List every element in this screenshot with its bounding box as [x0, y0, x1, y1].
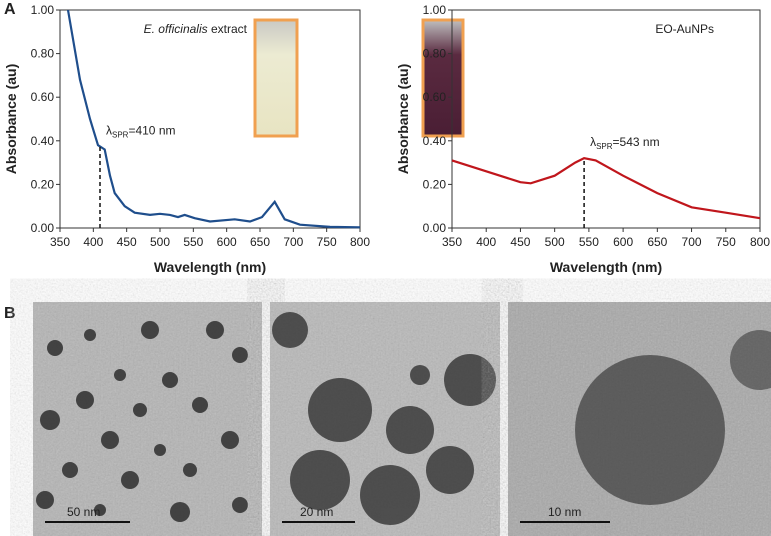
- x-tick-label: 700: [682, 235, 702, 249]
- x-tick-label: 650: [647, 235, 667, 249]
- inset-label: EO-AuNPs: [655, 22, 714, 36]
- x-tick-label: 500: [545, 235, 565, 249]
- inset-label-text: EO-AuNPs: [655, 22, 714, 36]
- x-tick-label: 700: [283, 235, 303, 249]
- tem-image: 20 nm: [270, 302, 500, 536]
- y-tick-label: 0.00: [31, 221, 55, 235]
- y-tick-label: 0.80: [423, 47, 447, 61]
- y-tick-label: 1.00: [423, 3, 447, 17]
- y-tick-label: 0.80: [31, 47, 55, 61]
- scale-bar-label: 10 nm: [548, 505, 581, 519]
- cuvette-photo: [253, 18, 299, 138]
- plot-frame: [59, 9, 361, 229]
- inset-label-text: extract: [208, 22, 248, 36]
- x-tick-label: 350: [442, 235, 462, 249]
- scale-bar-label: 20 nm: [300, 505, 333, 519]
- x-tick-label: 750: [716, 235, 736, 249]
- cuvette-photo: [421, 18, 465, 138]
- panel-label: A: [4, 1, 16, 18]
- annotation-subscript: SPR: [596, 142, 613, 151]
- x-tick-label: 650: [250, 235, 270, 249]
- x-tick-label: 350: [50, 235, 70, 249]
- x-tick-label: 400: [476, 235, 496, 249]
- y-axis-title: Absorbance (au): [395, 64, 411, 174]
- x-tick-label: 600: [217, 235, 237, 249]
- y-tick-label: 0.60: [423, 90, 447, 104]
- x-axis-title: Wavelength (nm): [154, 259, 266, 275]
- x-tick-label: 550: [183, 235, 203, 249]
- x-tick-label: 450: [510, 235, 530, 249]
- data-line: [66, 9, 361, 229]
- plot-frame: [451, 9, 761, 229]
- scale-bar-label: 50 nm: [67, 505, 100, 519]
- annotation-text: =543 nm: [613, 135, 660, 149]
- annotation-text: =410 nm: [128, 123, 175, 137]
- y-tick-label: 0.40: [423, 134, 447, 148]
- annotation: λSPR=543 nm: [590, 135, 660, 151]
- x-tick-label: 800: [750, 235, 770, 249]
- y-tick-label: 0.20: [31, 177, 55, 191]
- tem-image: 50 nm: [33, 302, 262, 536]
- data-line: [451, 157, 761, 220]
- annotation-symbol: λ: [106, 123, 112, 137]
- y-tick-label: 0.60: [31, 90, 55, 104]
- x-tick-label: 750: [317, 235, 337, 249]
- x-axis-title: Wavelength (nm): [550, 259, 662, 275]
- x-tick-label: 800: [350, 235, 370, 249]
- x-tick-label: 600: [613, 235, 633, 249]
- x-tick-label: 400: [83, 235, 103, 249]
- tem-image: 10 nm: [508, 302, 771, 536]
- annotation-subscript: SPR: [112, 130, 129, 139]
- x-tick-label: 450: [117, 235, 137, 249]
- y-tick-label: 0.00: [423, 221, 447, 235]
- annotation-symbol: λ: [590, 135, 596, 149]
- annotation: λSPR=410 nm: [106, 123, 176, 139]
- inset-label: E. officinalis extract: [144, 22, 248, 36]
- x-tick-label: 550: [579, 235, 599, 249]
- inset-label-italic: E. officinalis: [144, 22, 208, 36]
- y-axis-title: Absorbance (au): [3, 64, 19, 174]
- y-tick-label: 1.00: [31, 3, 55, 17]
- y-tick-label: 0.20: [423, 177, 447, 191]
- y-tick-label: 0.40: [31, 134, 55, 148]
- panel-label: B: [4, 305, 16, 322]
- x-tick-label: 500: [150, 235, 170, 249]
